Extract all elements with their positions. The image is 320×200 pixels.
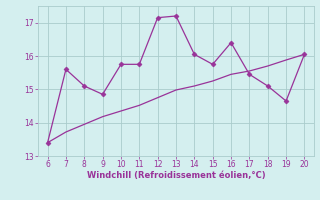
X-axis label: Windchill (Refroidissement éolien,°C): Windchill (Refroidissement éolien,°C): [87, 171, 265, 180]
